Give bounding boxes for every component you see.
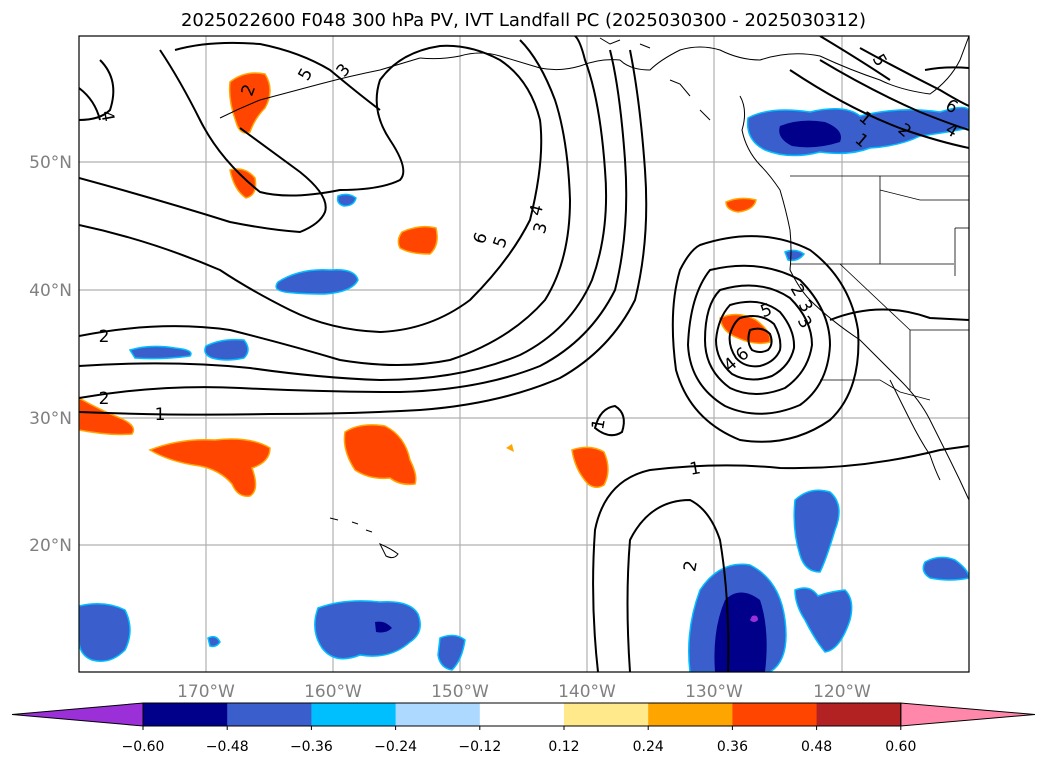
map-title: 2025022600 F048 300 hPa PV, IVT Landfall… [180, 10, 867, 31]
colorbar-tick-label: 0.48 [801, 739, 832, 755]
colorbar-tick-label: 0.24 [633, 739, 664, 755]
pv-positive-blob-bering [228, 72, 271, 134]
pv-positive-blob-oregon [725, 197, 757, 213]
pv-positive-anomalies [79, 72, 771, 497]
contour-label: 2 [99, 327, 110, 347]
pv-negative-blob-small-3 [207, 635, 221, 648]
colorbar-extend-max [900, 702, 1036, 727]
colorbar-segment [227, 703, 312, 726]
colorbar [11, 702, 1036, 727]
contour-label: 4 [96, 109, 118, 123]
colorbar-segment [732, 703, 818, 726]
contour-label: 1 [688, 458, 702, 480]
contour-label: 3 [530, 220, 552, 236]
pv-negative-blob-south-central [314, 600, 421, 660]
pv-negative-blob-baja [793, 489, 840, 573]
contour-label: 1 [155, 405, 166, 425]
pv-positive-blob-subtropical-1 [148, 438, 271, 497]
colorbar-outline [142, 702, 902, 727]
lat-tick-label: 40°N [29, 281, 72, 301]
colorbar-segment [816, 703, 902, 726]
pv-negative-blob-west-2 [204, 338, 249, 361]
colorbar-tick-label: −0.36 [290, 739, 333, 755]
colorbar-tick-label: 0.36 [717, 739, 748, 755]
pv-negative-blob-small-2 [437, 634, 466, 671]
colorbar-tick-label: −0.12 [458, 739, 501, 755]
pv-negative-blob-small-1 [336, 193, 357, 207]
colorbar-tick-label: 0.60 [885, 739, 916, 755]
ivt-contours [79, 36, 969, 672]
colorbar-segment [311, 703, 397, 726]
lat-tick-label: 30°N [29, 409, 72, 429]
contour-label: 2 [99, 389, 110, 409]
pv-minimum-spot [750, 615, 758, 622]
pv-positive-blob-aleutian [229, 168, 257, 199]
pv-positive-blob-midpacific [397, 225, 438, 255]
map-frame [78, 35, 970, 673]
pv-positive-blob-subtropical-3 [571, 446, 609, 488]
pv-negative-blob-coast [784, 249, 806, 262]
contour-label: 4 [526, 202, 548, 218]
pv-positive-blob-subtropical-2 [343, 424, 417, 486]
colorbar-segment [143, 703, 228, 726]
pv-positive-blob-small [506, 444, 514, 452]
lat-tick-label: 20°N [29, 536, 72, 556]
colorbar-tick-label: −0.60 [122, 739, 165, 755]
colorbar-tick-label: −0.24 [374, 739, 417, 755]
colorbar-segment [564, 703, 649, 726]
contour-label: 1 [588, 417, 610, 431]
pv-negative-blob-southwest [79, 603, 131, 662]
pv-negative-blob-midpacific [275, 268, 359, 295]
colorbar-tick-label: 0.12 [548, 739, 579, 755]
longitude-tick-labels: 170°W 160°W 150°W 140°W 130°W 120°W [177, 682, 871, 702]
lon-tick-label: 120°W [813, 682, 871, 702]
colorbar-segment [648, 703, 733, 726]
colorbar-segment [479, 703, 565, 726]
political-borders [790, 175, 969, 401]
lon-tick-label: 130°W [685, 682, 743, 702]
colorbar-tick-labels: −0.60 −0.48 −0.36 −0.24 −0.12 0.12 0.24 0.36 0.4… [122, 726, 916, 755]
pv-negative-blob-west-1 [128, 345, 192, 360]
lon-tick-label: 160°W [304, 682, 362, 702]
lon-tick-label: 170°W [177, 682, 235, 702]
latitude-tick-labels: 50°N 40°N 30°N 20°N [29, 153, 72, 556]
pv-positive-blob-west-edge [79, 397, 135, 436]
lon-tick-label: 150°W [431, 682, 489, 702]
contour-label: 2 [680, 559, 702, 573]
colorbar-extend-min [11, 702, 144, 727]
pv-negative-core-south-central [375, 621, 392, 633]
coastlines [219, 36, 969, 559]
pv-negative-blob-mexico [922, 556, 969, 581]
lon-tick-label: 140°W [558, 682, 616, 702]
lat-tick-label: 50°N [29, 153, 72, 173]
pv-negative-core-gulf-alaska [779, 120, 841, 148]
colorbar-tick-label: −0.48 [206, 739, 249, 755]
colorbar-segment [395, 703, 481, 726]
pv-negative-blob-southeast-2 [794, 587, 853, 653]
